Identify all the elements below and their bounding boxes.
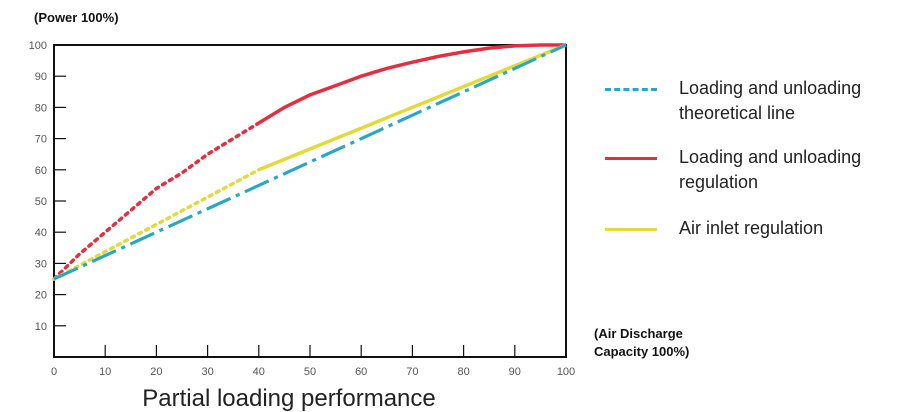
legend-item-air-inlet: Air inlet regulation	[605, 216, 894, 241]
x-tick-label: 70	[406, 366, 418, 378]
x-tick-label: 90	[509, 366, 521, 378]
y-tick-label: 40	[35, 227, 47, 239]
y-tick-label: 100	[29, 40, 47, 52]
chart-caption: Partial loading performance	[142, 385, 436, 412]
y-tick-label: 90	[35, 71, 47, 83]
y-tick-label: 10	[35, 321, 47, 333]
legend-swatch-air-inlet	[605, 228, 657, 231]
series-air-inlet-regulation-dotted	[54, 170, 259, 279]
y-tick-label: 70	[35, 134, 47, 146]
y-tick-label: 20	[35, 290, 47, 302]
x-tick-label: 100	[557, 366, 575, 378]
plot-area: 0 10 20 30 40 50 60 70 80 90 100 10 20 30 40 50 60 70 80 90…	[29, 40, 576, 378]
legend-label-air-inlet: Air inlet regulation	[679, 216, 894, 241]
x-axis-label-line-2: Capacity 100%)	[594, 344, 689, 359]
x-tick-label: 40	[253, 366, 265, 378]
y-tick-label: 30	[35, 258, 47, 270]
x-tick-label: 10	[99, 366, 111, 378]
y-tick-label: 50	[35, 196, 47, 208]
plot-frame	[54, 45, 566, 357]
legend-item-regulation: Loading and unloading regulation	[605, 145, 894, 195]
legend-label-regulation: Loading and unloading regulation	[679, 145, 894, 195]
legend-swatch-regulation	[605, 157, 657, 160]
legend-swatch-theoretical	[605, 88, 657, 91]
series-loading-regulation-solid	[259, 45, 566, 123]
y-tick-label: 80	[35, 102, 47, 114]
y-tick-label: 60	[35, 165, 47, 177]
x-tick-label: 30	[201, 366, 213, 378]
series-theoretical-line-overlay	[54, 45, 566, 279]
x-tick-label: 60	[355, 366, 367, 378]
legend-item-theoretical: Loading and unloading theoretical line	[605, 76, 894, 126]
x-axis-label-line-1: (Air Discharge	[594, 326, 683, 341]
x-tick-label: 80	[457, 366, 469, 378]
x-tick-label: 20	[150, 366, 162, 378]
x-tick-label: 50	[304, 366, 316, 378]
x-tick-label: 0	[51, 366, 57, 378]
y-axis-label: (Power 100%)	[34, 10, 119, 25]
legend-label-theoretical: Loading and unloading theoretical line	[679, 76, 894, 126]
